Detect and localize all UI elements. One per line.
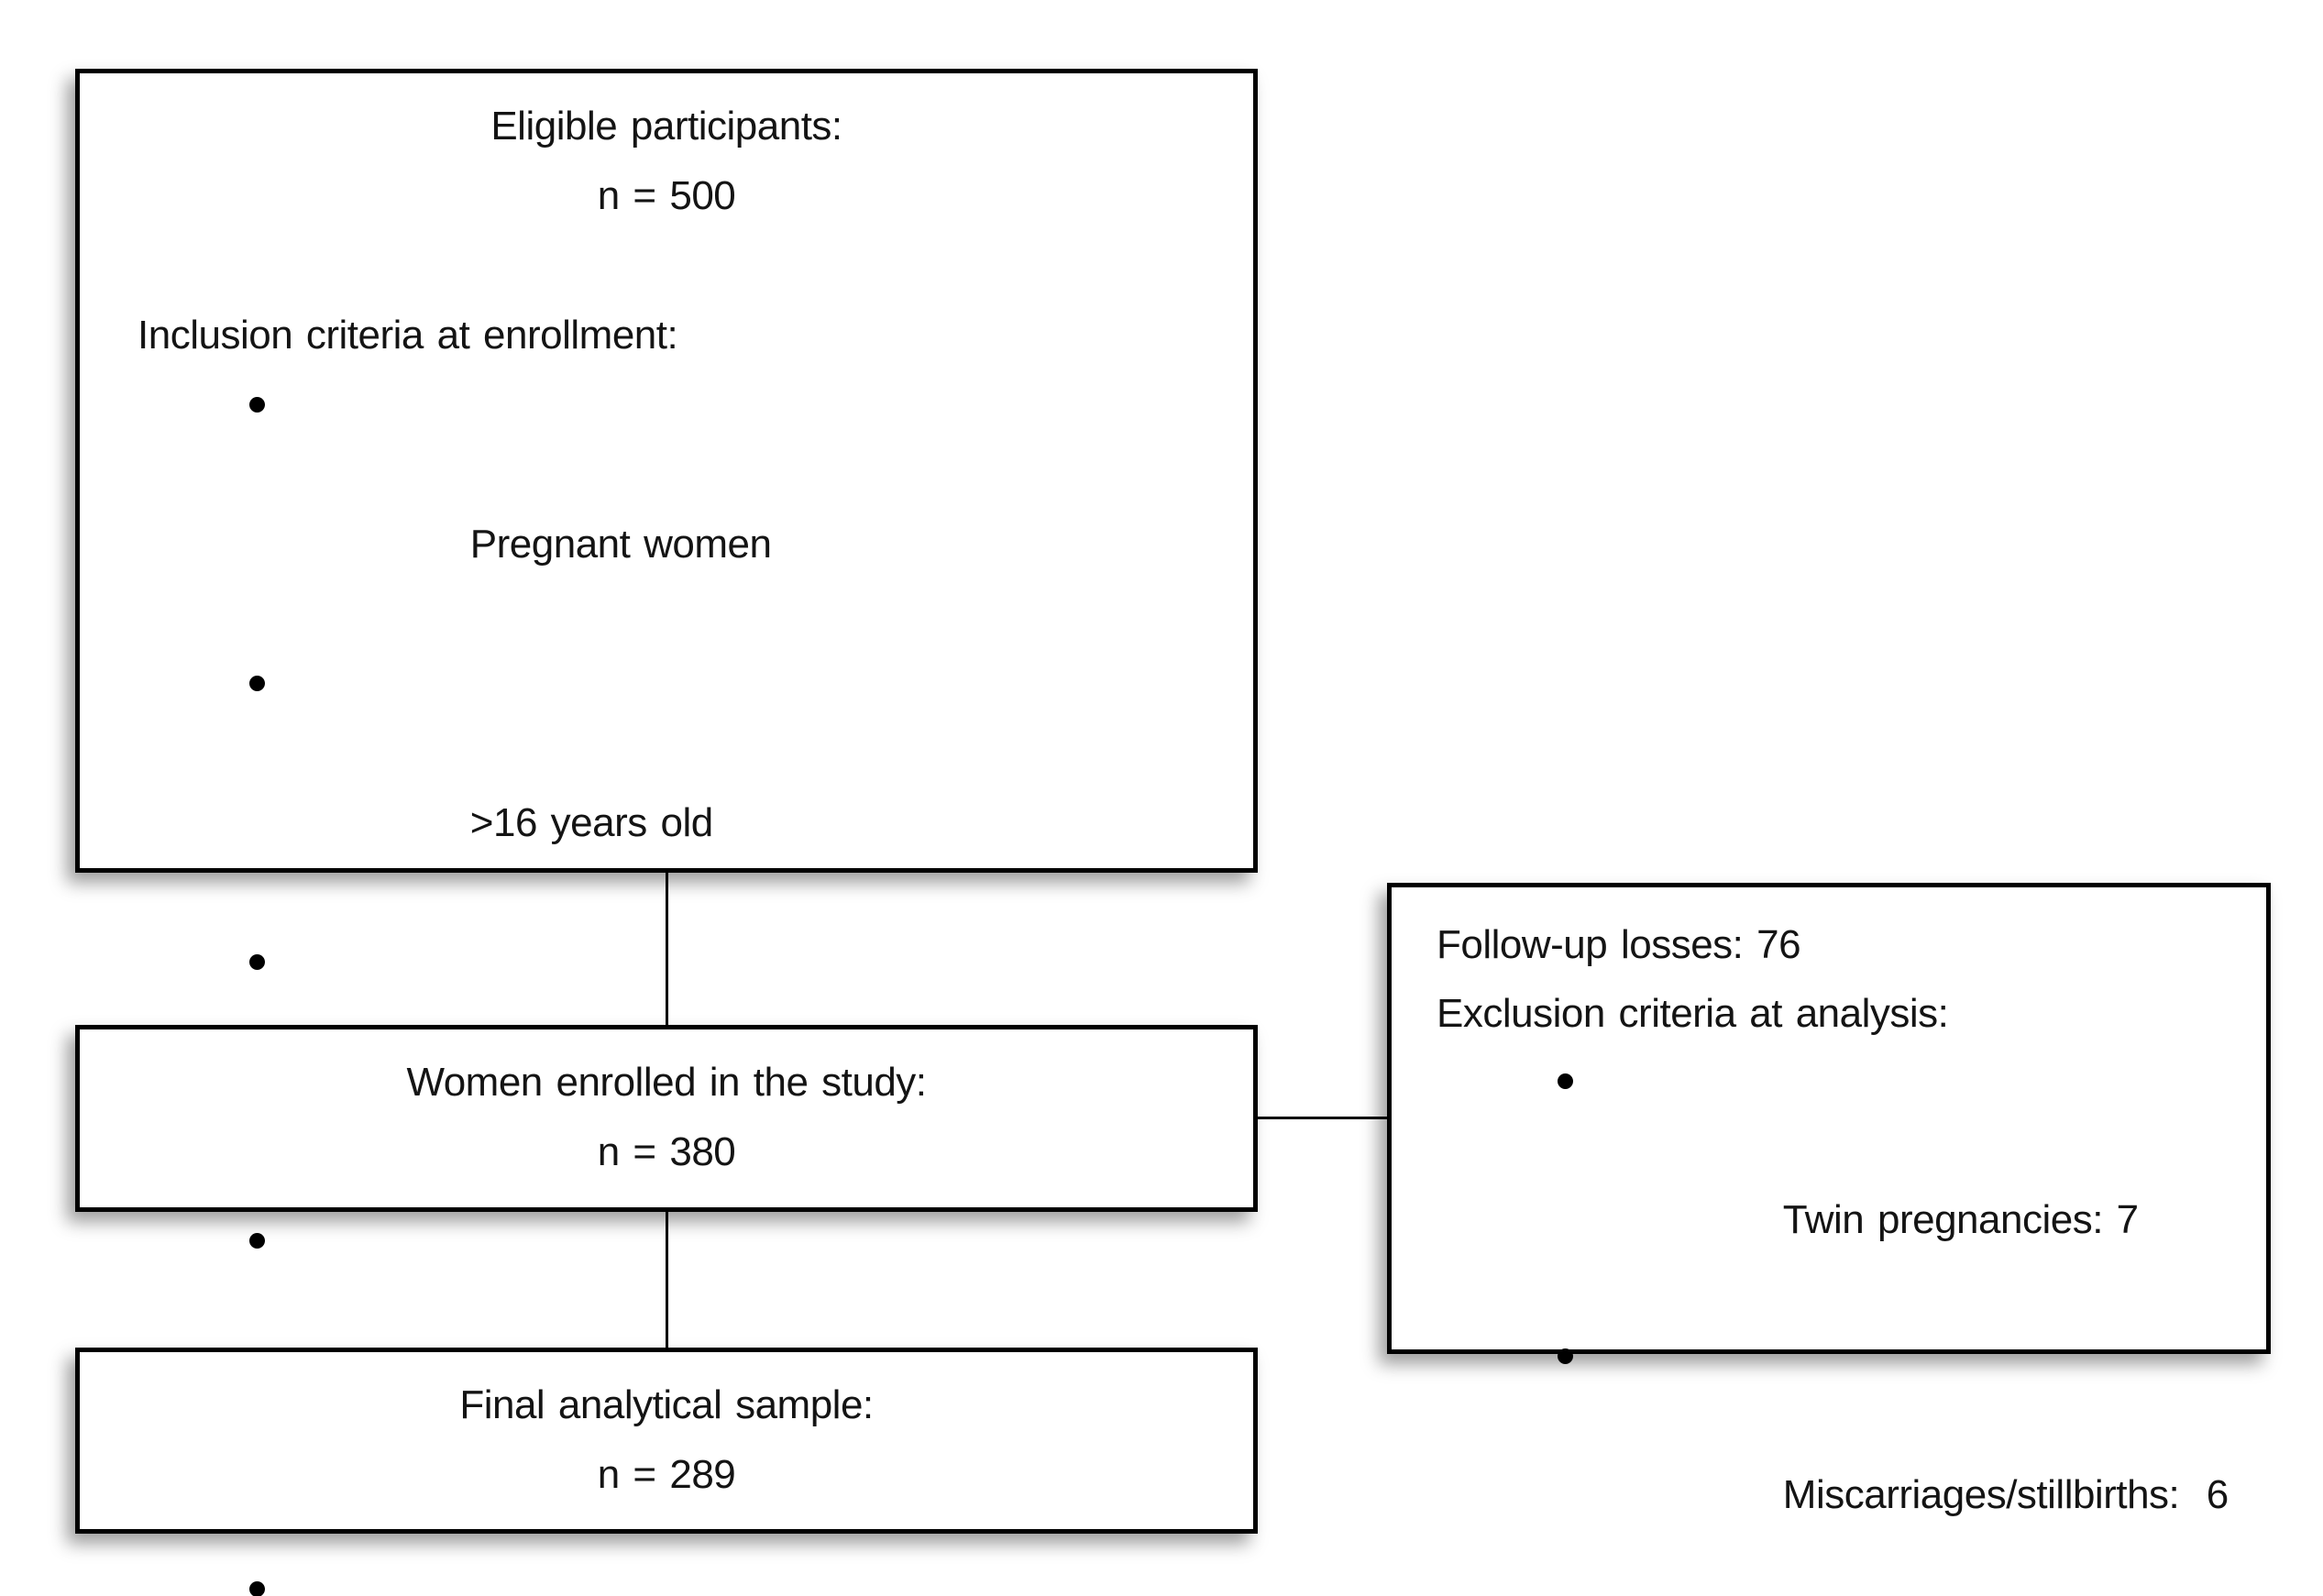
final-title: Final analytical sample:	[459, 1382, 874, 1427]
connector-eligible-to-enrolled	[666, 871, 668, 1027]
final-count: n = 289	[597, 1452, 736, 1497]
list-item: Pregnant women	[138, 370, 1217, 649]
exclusions-box: Follow-up losses: 76 Exclusion criteria …	[1387, 883, 2271, 1517]
list-item: Twin pregnancies: 7	[1437, 1048, 2239, 1323]
bullet-dot-icon	[249, 676, 265, 691]
enrolled-count: n = 380	[597, 1129, 736, 1174]
bullet-dot-icon	[249, 954, 265, 970]
exclusions-box-body: Follow-up losses: 76 Exclusion criteria …	[1392, 887, 2266, 1596]
list-item-label: Miscarriages/stillbirths: 6	[1782, 1472, 2229, 1517]
list-item: Miscarriages/stillbirths: 6	[1437, 1323, 2239, 1596]
list-item-label: Pregnant women	[469, 522, 772, 567]
bullet-dot-icon	[249, 1581, 265, 1596]
bullet-dot-icon	[249, 1233, 265, 1249]
bullet-dot-icon	[1558, 1348, 1573, 1364]
enrolled-box: Women enrolled in the study: n = 380	[75, 1025, 1258, 1212]
list-item: Intention to give birth in a different h…	[138, 1555, 1106, 1596]
connector-enrolled-to-exclusions	[1256, 1117, 1390, 1119]
eligible-participants-box: Eligible participants: n = 500 Inclusion…	[75, 69, 1258, 1596]
analysis-exclusion-heading: Exclusion criteria at analysis:	[1437, 991, 1949, 1036]
eligible-title: Eligible participants:	[490, 104, 842, 149]
final-sample-box: Final analytical sample: n = 289	[75, 1348, 1258, 1534]
followup-losses-line: Follow-up losses: 76	[1437, 922, 1801, 967]
enrolled-title: Women enrolled in the study:	[406, 1060, 927, 1105]
connector-enrolled-to-final	[666, 1210, 668, 1349]
eligible-count: n = 500	[597, 173, 736, 218]
list-item-label: Twin pregnancies: 7	[1782, 1197, 2139, 1242]
list-item: >16 years old	[138, 649, 1217, 928]
bullet-dot-icon	[249, 397, 265, 413]
bullet-dot-icon	[1558, 1073, 1573, 1089]
eligible-box-header: Eligible participants: n = 500	[80, 73, 1253, 231]
inclusion-heading: Inclusion criteria at enrollment:	[138, 313, 678, 358]
list-item-label: >16 years old	[469, 800, 713, 845]
